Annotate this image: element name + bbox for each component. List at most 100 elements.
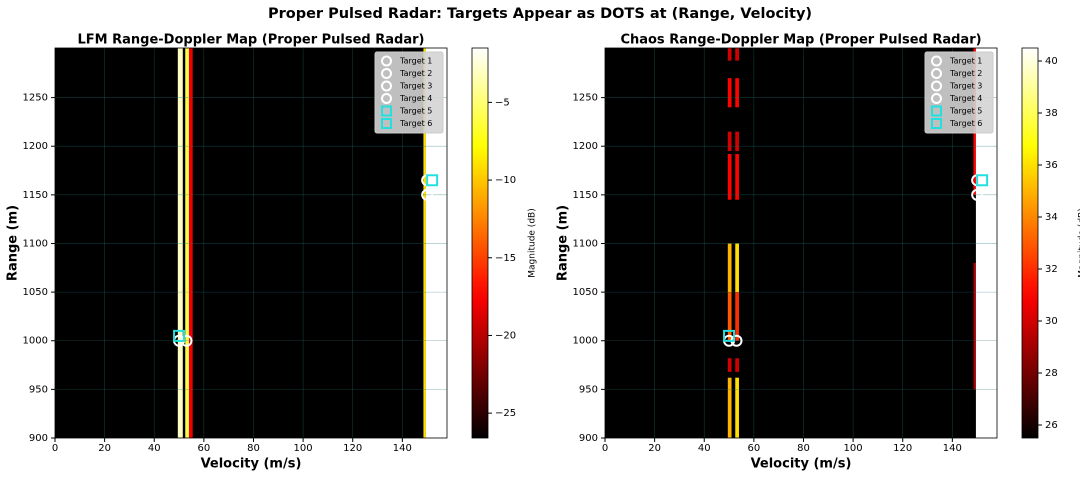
- colorbar-tick-label: −15: [495, 253, 516, 264]
- x-tick-label: 20: [648, 443, 661, 454]
- heatmap-cell: [423, 48, 426, 438]
- legend-label: Target 6: [949, 119, 982, 128]
- y-tick-label: 1250: [23, 93, 48, 104]
- legend-marker: [931, 118, 942, 129]
- colorbar: [471, 47, 489, 439]
- heatmap-cell: [735, 292, 739, 341]
- legend-label: Target 5: [399, 107, 432, 116]
- y-axis-label: Range (m): [6, 205, 21, 281]
- x-tick-label: 80: [247, 443, 260, 454]
- figure-title: Proper Pulsed Radar: Targets Appear as D…: [268, 6, 812, 22]
- target-marker: [426, 174, 439, 187]
- heatmap-cell: [735, 377, 739, 438]
- x-tick-label: 140: [393, 443, 412, 454]
- heatmap-cell: [727, 377, 732, 438]
- y-tick-label: 1150: [23, 190, 48, 201]
- colorbar-tick-label: 28: [1045, 368, 1058, 379]
- legend-marker: [381, 55, 392, 67]
- y-tick-label: 1000: [573, 336, 598, 347]
- y-tick-label: 1250: [573, 93, 598, 104]
- colorbar-tick-label: −5: [495, 97, 510, 108]
- y-tick-label: 900: [579, 433, 598, 444]
- y-tick-label: 1050: [23, 287, 48, 298]
- colorbar-tick-label: 32: [1045, 264, 1058, 275]
- axes-frame: [604, 47, 998, 439]
- y-tick-label: 1100: [23, 238, 48, 249]
- colorbar-tick-label: −20: [495, 330, 516, 341]
- legend-marker: [931, 55, 942, 67]
- axes-title: LFM Range-Doppler Map (Proper Pulsed Rad…: [78, 33, 425, 48]
- y-tick-label: 1200: [23, 141, 48, 152]
- legend-marker: [381, 68, 392, 79]
- legend-label: Target 6: [399, 119, 432, 128]
- heatmap-cell: [973, 262, 976, 390]
- target-marker: [173, 329, 186, 342]
- heatmap-cell: [735, 78, 739, 108]
- heatmap-cell: [727, 131, 732, 152]
- y-tick-label: 1050: [573, 287, 598, 298]
- x-tick-label: 120: [343, 443, 362, 454]
- y-tick-label: 1100: [573, 238, 598, 249]
- colorbar-tick-label: −25: [495, 408, 516, 419]
- colorbar-tick-label: 40: [1045, 56, 1058, 67]
- legend-label: Target 1: [399, 57, 432, 66]
- heatmap-cell: [727, 48, 732, 61]
- legend-marker: [381, 118, 392, 129]
- heatmap-cell: [727, 78, 732, 108]
- y-tick-label: 1000: [23, 336, 48, 347]
- colorbar-tick-label: 30: [1045, 316, 1058, 327]
- target-marker: [723, 329, 736, 342]
- x-axis-label: Velocity (m/s): [201, 457, 302, 472]
- legend-marker: [381, 80, 392, 92]
- target-marker: [976, 174, 989, 187]
- legend-marker: [931, 80, 942, 92]
- x-tick-label: 0: [52, 443, 58, 454]
- colorbar: [1021, 47, 1039, 439]
- colorbar-tick-label: 36: [1045, 160, 1058, 171]
- y-tick-label: 900: [29, 433, 48, 444]
- colorbar-tick-label: −10: [495, 175, 516, 186]
- x-tick-label: 40: [698, 443, 711, 454]
- x-tick-label: 140: [943, 443, 962, 454]
- colorbar-tick-label: 34: [1045, 212, 1058, 223]
- heatmap-cell: [727, 154, 732, 200]
- legend-label: Target 3: [949, 82, 982, 91]
- heatmap-cell: [727, 292, 732, 341]
- heatmap-cell: [177, 48, 183, 438]
- axes-frame: [54, 47, 448, 439]
- heatmap-cell: [735, 154, 739, 200]
- colorbar-tick-label: 38: [1045, 108, 1058, 119]
- colorbar-tick-label: 26: [1045, 420, 1058, 431]
- x-tick-label: 60: [197, 443, 210, 454]
- y-tick-label: 950: [579, 384, 598, 395]
- legend-label: Target 1: [949, 57, 982, 66]
- legend-marker: [931, 105, 942, 117]
- x-tick-label: 60: [747, 443, 760, 454]
- heatmap-cell: [185, 48, 189, 438]
- target-marker: [971, 188, 984, 201]
- legend-label: Target 5: [949, 107, 982, 116]
- axes-title: Chaos Range-Doppler Map (Proper Pulsed R…: [620, 33, 981, 48]
- x-tick-label: 100: [844, 443, 863, 454]
- heatmap-cell: [727, 243, 732, 293]
- heatmap-cell: [727, 358, 732, 372]
- x-tick-label: 40: [148, 443, 161, 454]
- heatmap-cell: [735, 358, 739, 372]
- target-marker: [421, 188, 434, 201]
- heatmap-cell: [735, 48, 739, 61]
- legend-marker: [931, 68, 942, 79]
- legend-marker: [381, 93, 392, 104]
- heatmap-cell: [735, 131, 739, 152]
- legend-label: Target 4: [949, 94, 982, 103]
- legend-label: Target 2: [949, 69, 982, 78]
- legend-marker: [931, 93, 942, 104]
- x-tick-label: 120: [893, 443, 912, 454]
- y-tick-label: 950: [29, 384, 48, 395]
- x-tick-label: 20: [98, 443, 111, 454]
- colorbar-label: Magnitude (dB): [1078, 208, 1080, 277]
- x-tick-label: 0: [602, 443, 608, 454]
- heatmap-cell: [188, 48, 193, 438]
- y-tick-label: 1200: [573, 141, 598, 152]
- legend-marker: [381, 105, 392, 117]
